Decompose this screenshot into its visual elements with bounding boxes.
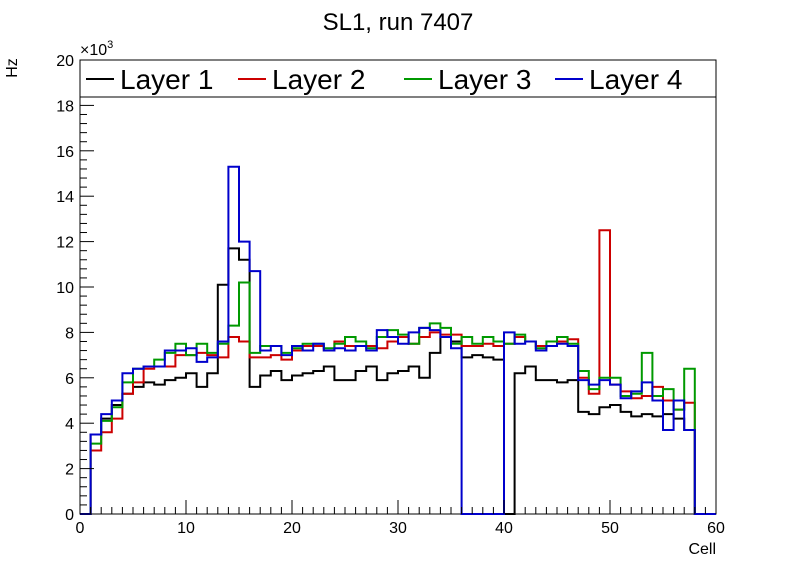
x-tick-label: 20 (283, 520, 301, 537)
y-tick-label: 20 (56, 53, 74, 70)
legend-label-layer-1: Layer 1 (120, 64, 213, 95)
x-axis-label: Cell (688, 541, 716, 558)
x-tick-label: 60 (707, 520, 725, 537)
series-group (80, 165, 716, 515)
legend-label-layer-4: Layer 4 (589, 64, 682, 95)
y-multiplier-label: ×103 (80, 39, 113, 59)
y-multiplier-base: ×10 (80, 42, 107, 59)
x-tick-label: 50 (601, 520, 619, 537)
y-tick-label: 8 (65, 325, 74, 342)
legend: Layer 1 Layer 2 Layer 3 Layer 4 (79, 59, 717, 98)
axes-group: 0 10 20 30 40 50 60 0 2 4 6 8 10 12 14 16 18 20 (56, 53, 725, 537)
x-tick-label: 10 (177, 520, 195, 537)
y-tick-label: 16 (56, 144, 74, 161)
y-tick-label: 0 (65, 507, 74, 524)
y-tick-label: 10 (56, 280, 74, 297)
series-line-layer-1 (80, 247, 716, 515)
legend-label-layer-2: Layer 2 (272, 64, 365, 95)
legend-box (79, 59, 717, 98)
y-multiplier-exp: 3 (107, 39, 113, 51)
chart-title: SL1, run 7407 (323, 9, 474, 36)
y-tick-label: 4 (65, 416, 74, 433)
y-tick-label: 18 (56, 98, 74, 115)
y-tick-label: 6 (65, 371, 74, 388)
y-tick-label: 12 (56, 235, 74, 252)
y-tick-label: 2 (65, 462, 74, 479)
x-tick-label: 30 (389, 520, 407, 537)
x-tick-label: 0 (76, 520, 85, 537)
x-tick-label: 40 (495, 520, 513, 537)
y-axis-label: Hz (4, 58, 21, 78)
legend-label-layer-3: Layer 3 (438, 64, 531, 95)
y-tick-label: 14 (56, 189, 74, 206)
plot-frame (79, 59, 717, 515)
series-line-layer-4 (80, 165, 716, 515)
